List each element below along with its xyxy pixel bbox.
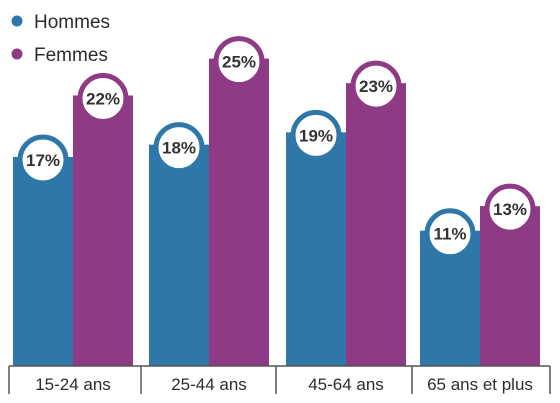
tick-label-25-44-ans: 25-44 ans — [171, 375, 247, 394]
data-label-hommes-15-24-ans: 17% — [26, 151, 60, 170]
tick-label-45-64-ans: 45-64 ans — [308, 375, 384, 394]
x-axis: 15-24 ans 25-44 ans 45-64 ans 65 ans et plu… — [8, 365, 551, 394]
bar-hommes-25-44-ans — [149, 144, 209, 366]
legend: Hommes Femmes — [11, 12, 110, 66]
bars-group — [13, 58, 540, 367]
tick-label-15-24-ans: 15-24 ans — [35, 375, 111, 394]
bar-femmes-15-24-ans — [73, 95, 133, 367]
bar-femmes-45-64-ans — [346, 83, 406, 367]
value-badge-hommes-65-ans-et-plus — [424, 208, 476, 260]
value-badge-hommes-15-24-ans — [17, 134, 69, 186]
legend-label-femmes: Femmes — [34, 45, 108, 66]
data-label-femmes-15-24-ans: 22% — [86, 89, 120, 108]
data-label-femmes-25-44-ans: 25% — [222, 53, 256, 72]
bar-hommes-15-24-ans — [13, 156, 73, 366]
value-badge-hommes-45-64-ans — [290, 109, 342, 161]
value-badge-hommes-25-44-ans — [153, 122, 205, 174]
data-label-hommes-45-64-ans: 19% — [299, 126, 333, 145]
legend-marker-femmes — [11, 48, 23, 60]
bar-femmes-25-44-ans — [209, 58, 269, 367]
data-label-femmes-45-64-ans: 23% — [359, 77, 393, 96]
bar-hommes-45-64-ans — [286, 132, 346, 366]
legend-marker-hommes — [11, 15, 23, 27]
data-label-hommes-25-44-ans: 18% — [162, 139, 196, 158]
value-badge-femmes-45-64-ans — [350, 60, 402, 112]
value-badge-femmes-15-24-ans — [77, 72, 129, 124]
value-badge-femmes-65-ans-et-plus — [484, 183, 536, 235]
tick-label-65-ans-et-plus: 65 ans et plus — [427, 375, 533, 394]
value-badge-femmes-25-44-ans — [213, 36, 265, 88]
data-label-hommes-65-ans-et-plus: 11% — [433, 225, 466, 244]
legend-label-hommes: Hommes — [34, 12, 110, 33]
data-label-femmes-65-ans-et-plus: 13% — [493, 200, 527, 219]
value-markers-group: 17% 22% 18% 25% 19% 23% 11% 13% — [17, 36, 536, 260]
